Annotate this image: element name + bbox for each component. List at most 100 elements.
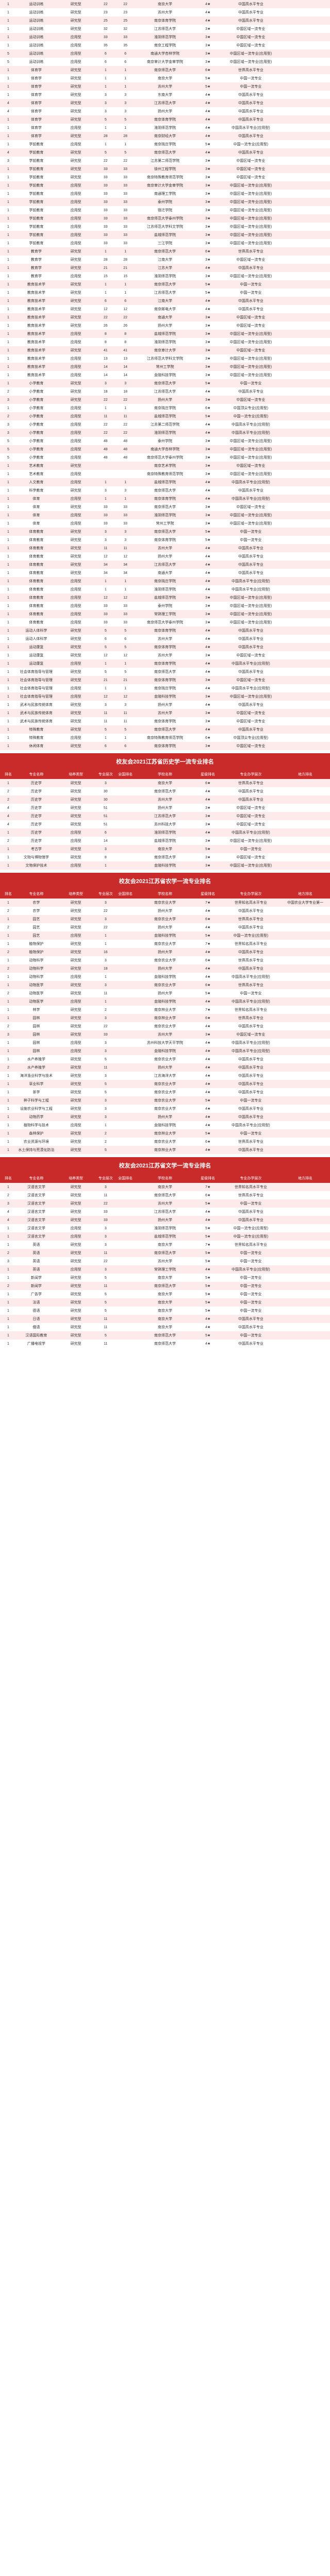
cell: 南京大学 [135,779,194,787]
cell: 南京农业大学 [135,1138,194,1146]
cell: 南京师范大学 [135,486,194,495]
table-row: 1德语研究型5南京大学5★中国一流专业 [0,1307,330,1315]
table-row: 3小学教育应用型2222江苏第二师范学院4★中国高水平专业(应用型) [0,420,330,429]
cell: 教育技术学 [16,338,56,346]
cell: 应用型 [56,214,96,223]
cell: 5 [116,115,135,124]
cell: 徐州工程学院 [135,165,194,173]
cell: 1 [0,321,16,330]
cell: 6 [96,49,116,58]
cell [280,528,330,536]
col-header: 专业办学层次 [221,770,280,779]
cell: 南京农业大学 [135,915,194,923]
cell: 研究型 [56,964,96,973]
cell: 艺术教育 [16,470,56,478]
cell: 1 [116,247,135,256]
cell: 应用型 [56,973,96,981]
cell: 运动人体科学 [16,635,56,643]
cell: 南京大学 [135,1241,194,1249]
cell: 中国高水平专业 [221,1315,280,1323]
cell: 3★ [195,173,221,181]
cell: 21 [116,676,135,684]
cell: 学前教育 [16,206,56,214]
cell [116,1022,135,1030]
cell: 南京林业大学 [135,1146,194,1154]
cell: 南京农业大学 [135,981,194,989]
cell: 1 [0,338,16,346]
cell: 中国一流专业(应用型) [221,412,280,420]
cell: 东南大学 [135,91,194,99]
cell: 4 [0,804,16,812]
cell: 中国区域一流专业 [221,256,280,264]
cell: 中国高水平专业 [221,148,280,157]
table-row: 2农学研究型22扬州大学4★中国高水平专业 [0,907,330,915]
cell: 1 [0,0,16,8]
cell: 武术与民族传统体育 [16,709,56,717]
cell [116,899,135,907]
cell: 1 [0,899,16,907]
cell: 中国区域一流专业(应用型) [221,453,280,462]
cell: 2 [0,795,16,804]
cell: 1 [0,845,16,853]
cell: 南京师范大学 [135,66,194,74]
cell: 3★ [195,363,221,371]
cell: 1 [0,132,16,140]
table-row: 2园林研究型22南京农业大学4★中国高水平专业 [0,1022,330,1030]
cell [280,173,330,181]
cell: 常州工学院 [135,363,194,371]
table-row: 1学前教育应用型3333盐城师范学院3★中国区域一流专业(应用型) [0,231,330,239]
cell: 教育技术学 [16,371,56,379]
cell [116,1183,135,1191]
cell: 3 [0,1257,16,1265]
cell: 南京师范大学 [135,503,194,511]
cell [280,66,330,74]
cell: 江苏第二师范学院 [135,420,194,429]
table-row: 1园林应用型3金陵科技学院4★中国高水平专业(应用型) [0,1047,330,1055]
cell [280,214,330,223]
cell [280,1224,330,1232]
cell: 中国高水平专业 [221,387,280,396]
cell: 南京体育学院 [135,717,194,725]
cell: 1 [0,1183,16,1191]
cell: 33 [116,206,135,214]
cell: 应用型 [56,861,96,870]
cell: 4★ [195,973,221,981]
cell [280,8,330,16]
cell: 1 [96,585,116,594]
cell [116,1080,135,1088]
cell: 1 [0,379,16,387]
cell: 14 [96,837,116,845]
cell: 研究型 [56,956,96,964]
cell: 体育学 [16,74,56,82]
cell: 研究型 [56,1331,96,1340]
table-row: 1武术与民族传统体育研究型33扬州大学4★中国高水平专业 [0,701,330,709]
cell: 南通大学杏林学院 [135,445,194,453]
cell: 研究型 [56,1241,96,1249]
cell: 应用型 [56,181,96,190]
cell: 体育学 [16,82,56,91]
cell: 应用型 [56,1121,96,1129]
cell: 1 [0,528,16,536]
cell: 研究型 [56,115,96,124]
cell: 1 [0,66,16,74]
cell: 研究型 [56,1183,96,1191]
cell: 1 [0,41,16,49]
cell [116,1129,135,1138]
cell [116,1208,135,1216]
table-row: 1教育技术学研究型11江苏师范大学5★中国一流专业 [0,289,330,297]
cell: 2 [0,923,16,931]
cell: 中国区域一流专业 [221,651,280,659]
table-row: 1文物与博物馆学研究型8南京师范大学3★中国区域一流专业 [0,853,330,861]
cell: 12 [116,552,135,561]
cell: 5 [0,49,16,58]
cell: 中国高水平专业 [221,1323,280,1331]
cell: 41 [96,346,116,354]
cell: 1 [0,973,16,981]
cell: 1 [96,684,116,692]
cell: 3★ [195,709,221,717]
cell: 3 [0,396,16,404]
cell: 1 [0,354,16,363]
cell: 35 [116,41,135,49]
cell [116,956,135,964]
cell [280,804,330,812]
